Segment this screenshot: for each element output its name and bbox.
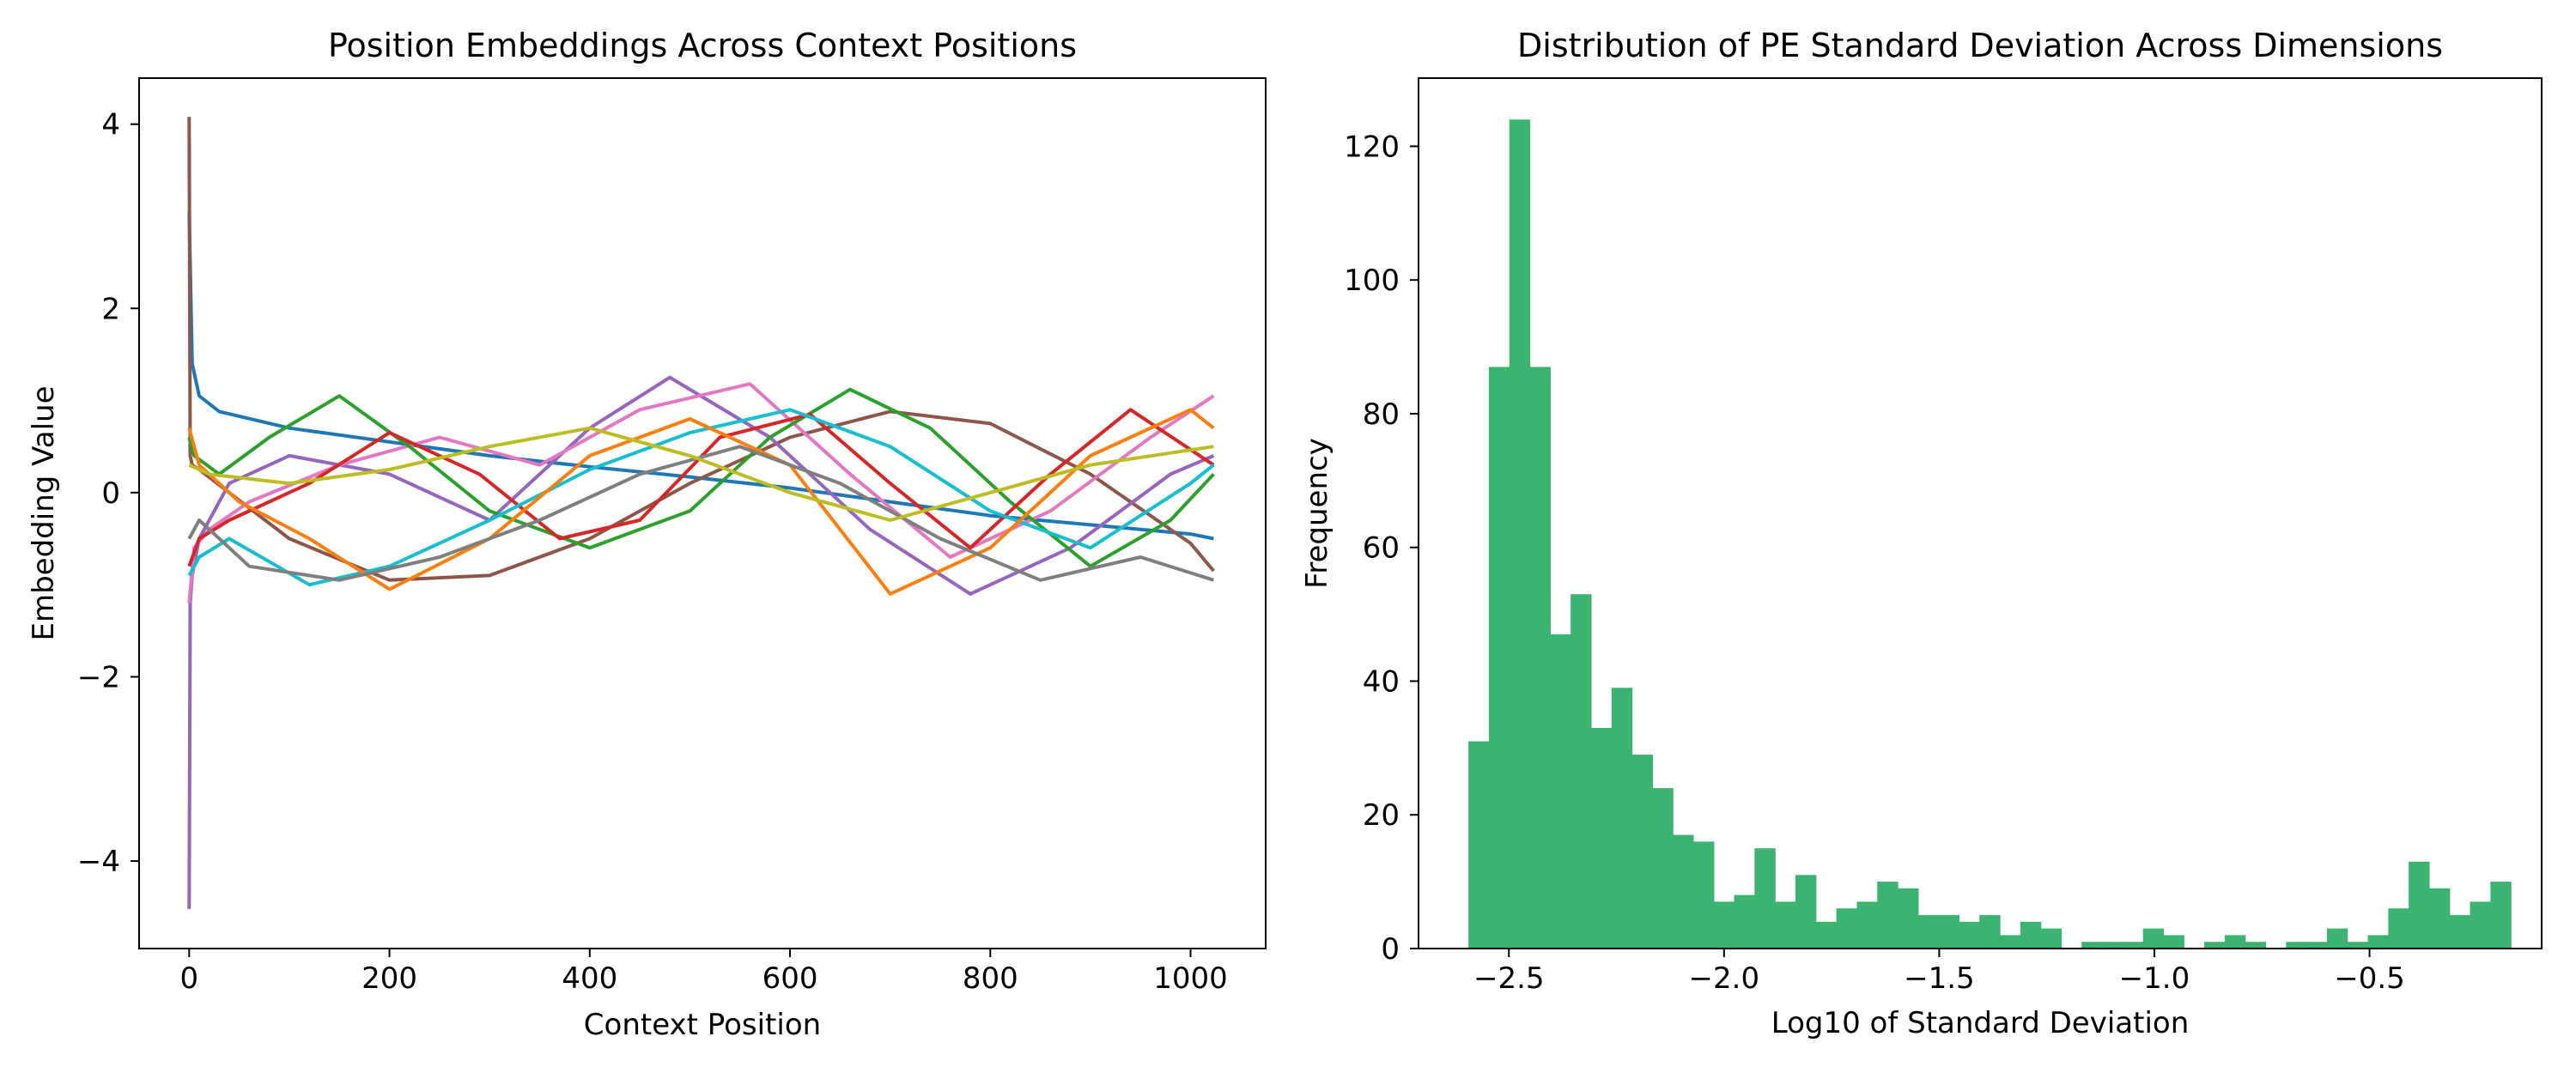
histogram-bar: [2490, 882, 2512, 949]
histogram-bar: [1795, 875, 1817, 949]
y-tick-label: 100: [1344, 264, 1400, 298]
histogram-bar: [1611, 688, 1633, 949]
x-tick-label: 0: [179, 961, 198, 996]
histogram-bar: [1550, 633, 1571, 949]
histogram-bar: [1938, 915, 1960, 949]
series-line: [187, 117, 1215, 582]
histogram-bar: [1856, 901, 1878, 949]
series-group: [187, 117, 1215, 909]
histogram-bar: [2224, 935, 2246, 949]
series-line: [187, 408, 1215, 587]
histogram-bar: [2204, 942, 2226, 949]
x-axis-label: Context Position: [584, 1008, 821, 1042]
y-tick-label: 4: [101, 108, 120, 142]
series-line: [187, 445, 1215, 582]
histogram-chart: Distribution of PE Standard Deviation Ac…: [1300, 27, 2543, 1040]
series-line: [187, 382, 1215, 603]
y-tick-label: −4: [77, 845, 120, 879]
y-tick-label: 0: [1381, 932, 1400, 967]
plot-frame: [138, 77, 1267, 949]
histogram-bar: [2000, 935, 2021, 949]
x-tick-label: 200: [361, 961, 417, 996]
y-axis-ticks: 0 20 40 60 80 100 120: [1344, 130, 1419, 967]
histogram-bar: [1734, 894, 1755, 949]
histogram-bar: [1631, 755, 1653, 949]
histogram-bar: [2286, 942, 2307, 949]
histogram-bar: [1673, 834, 1694, 949]
histogram-bar: [2306, 942, 2328, 949]
histogram-bar: [1979, 915, 2001, 949]
histogram-bar: [1917, 915, 1940, 949]
y-tick-label: −2: [77, 660, 120, 694]
y-tick-label: 60: [1363, 531, 1400, 566]
y-tick-label: 40: [1363, 664, 1400, 699]
y-axis-label: Embedding Value: [27, 385, 61, 640]
histogram-bar: [2367, 935, 2389, 949]
histogram-bar: [1590, 728, 1613, 949]
series-line: [188, 426, 1214, 522]
y-tick-label: 120: [1344, 130, 1400, 164]
histogram-bar: [2449, 915, 2471, 949]
histogram-bar: [1877, 882, 1899, 949]
x-tick-label: −2.0: [1689, 961, 1760, 996]
chart-title: Position Embeddings Across Context Posit…: [328, 27, 1077, 64]
x-axis-ticks: −2.5 −2.0 −1.5 −1.0 −0.5: [1473, 949, 2405, 996]
histogram-bar: [1509, 119, 1531, 949]
histogram-bar: [1488, 367, 1510, 949]
histogram-bar: [2163, 935, 2184, 949]
histogram-bar: [1898, 888, 1919, 949]
histogram-bar: [2020, 921, 2042, 949]
histogram-bar: [1754, 848, 1776, 949]
histogram-bar: [2142, 928, 2165, 949]
histogram-bar: [1652, 788, 1674, 949]
x-tick-label: −2.5: [1473, 961, 1545, 996]
y-axis-label: Frequency: [1300, 438, 1334, 589]
histogram-bar: [2122, 942, 2144, 949]
histogram-bar: [2428, 888, 2451, 949]
plot-frame: [1418, 77, 2543, 949]
y-axis-ticks: −4 −2 0 2 4: [77, 108, 139, 879]
histogram-bar: [2409, 861, 2430, 949]
histogram-bar: [2245, 942, 2267, 949]
histogram-bar: [1775, 901, 1796, 949]
histogram-bar: [2040, 928, 2063, 949]
histogram-bar: [2347, 942, 2369, 949]
x-tick-label: −1.5: [1904, 961, 1975, 996]
y-tick-label: 0: [101, 476, 120, 511]
chart-title: Distribution of PE Standard Deviation Ac…: [1517, 27, 2443, 64]
histogram-bar: [2081, 942, 2103, 949]
series-line: [187, 211, 1214, 541]
bars-group: [1468, 119, 2512, 949]
y-tick-label: 20: [1363, 798, 1400, 833]
x-tick-label: −0.5: [2334, 961, 2405, 996]
line-chart: Position Embeddings Across Context Posit…: [27, 27, 1267, 1042]
histogram-bar: [2326, 928, 2348, 949]
x-tick-label: 800: [963, 961, 1018, 996]
x-tick-label: 1000: [1153, 961, 1228, 996]
histogram-bar: [1836, 908, 1858, 949]
histogram-bar: [1815, 921, 1838, 949]
histogram-bar: [1959, 921, 1980, 949]
y-tick-label: 80: [1363, 397, 1400, 432]
histogram-bar: [1692, 841, 1715, 949]
histogram-bar: [2470, 901, 2491, 949]
x-tick-label: −1.0: [2119, 961, 2190, 996]
histogram-bar: [1468, 741, 1490, 949]
histogram-bar: [1713, 901, 1735, 949]
x-axis-ticks: 0 200 400 600 800 1000: [179, 949, 1228, 996]
x-axis-label: Log10 of Standard Deviation: [1771, 1006, 2190, 1040]
histogram-bar: [1571, 594, 1592, 949]
series-line: [187, 408, 1215, 567]
histogram-bar: [1529, 367, 1551, 949]
x-tick-label: 400: [562, 961, 617, 996]
histogram-bar: [2102, 942, 2123, 949]
x-tick-label: 600: [762, 961, 818, 996]
y-tick-label: 2: [101, 292, 120, 326]
histogram-bar: [2388, 908, 2409, 949]
